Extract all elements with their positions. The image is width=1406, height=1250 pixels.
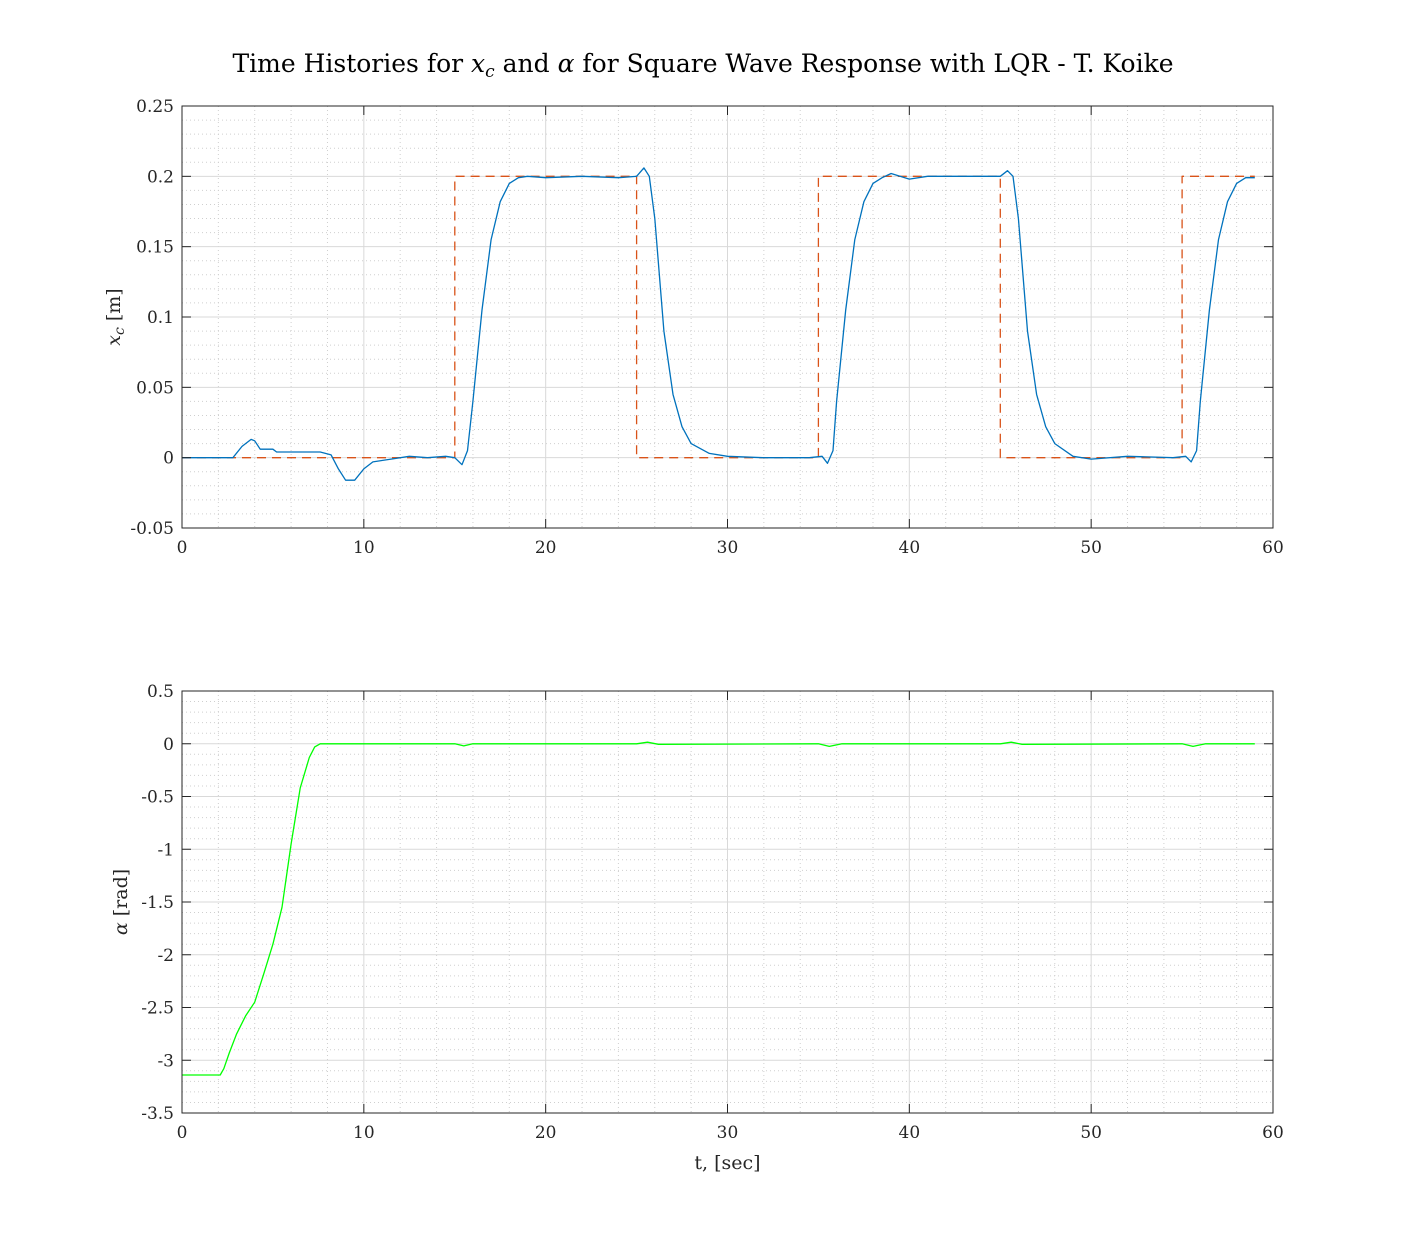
x-tick-label: 40	[899, 1123, 921, 1143]
x-tick-label: 10	[353, 538, 375, 558]
y-tick-label: -3.5	[141, 1104, 174, 1124]
figure-title: Time Histories for xc and α for Square W…	[232, 49, 1173, 82]
y-label-sub: c	[112, 327, 128, 335]
title-xc-var: x	[471, 49, 485, 78]
x-tick-label: 0	[177, 538, 188, 558]
title-mid: and	[495, 49, 558, 78]
y-label-var: α	[110, 922, 132, 935]
y-tick-label: -1.5	[141, 893, 174, 913]
reference-square-wave-line	[182, 175, 1255, 459]
alpha-plot: 0 10 20 30 40 50 60 -3.5 -3 -2.5 -2 -1.5 -1 -0.5 0 0.5 α…	[110, 682, 1284, 1174]
x-tick-label: 30	[717, 538, 739, 558]
y-tick-label: -1	[157, 840, 174, 860]
x-tick-label: 50	[1080, 1123, 1102, 1143]
x-tick-label: 10	[353, 1123, 375, 1143]
x-tick-label: 30	[717, 1123, 739, 1143]
y-tick-label: 0.5	[147, 682, 174, 702]
y-tick-label: 0.15	[136, 238, 174, 258]
title-alpha: α	[558, 49, 575, 78]
x-tick-label: 0	[177, 1123, 188, 1143]
title-pre: Time Histories for	[232, 49, 471, 78]
measured-xc-line	[182, 167, 1255, 481]
xc-y-axis-label: xc [m]	[103, 288, 128, 345]
title-xc-sub: c	[485, 62, 495, 82]
y-tick-label: 0	[163, 735, 174, 755]
y-tick-label: 0.05	[136, 378, 174, 398]
y-tick-label: -3	[157, 1051, 174, 1071]
alpha-x-axis-label: t, [sec]	[694, 1152, 760, 1174]
alpha-y-axis-label: α [rad]	[110, 869, 132, 935]
x-tick-label: 60	[1262, 1123, 1284, 1143]
x-tick-label: 60	[1262, 538, 1284, 558]
xc-plot: 0 10 20 30 40 50 60-0.0500.050.10.150.20.25xc …	[103, 97, 1284, 558]
y-tick-label: 0.25	[136, 97, 174, 117]
y-tick-label: -0.5	[141, 788, 174, 808]
x-tick-label: 20	[535, 1123, 557, 1143]
y-tick-label: -2	[157, 946, 174, 966]
y-tick-label: 0.2	[147, 167, 174, 187]
alpha-line	[182, 741, 1255, 1076]
x-tick-label: 20	[535, 538, 557, 558]
title-post: for Square Wave Response with LQR - T. K…	[574, 49, 1173, 78]
y-label-var: x	[103, 335, 125, 346]
y-tick-label: -0.05	[130, 519, 174, 539]
y-tick-label: 0.1	[147, 308, 174, 328]
y-label-unit: [rad]	[110, 869, 132, 922]
y-label-unit: [m]	[103, 288, 125, 327]
y-tick-label: -2.5	[141, 999, 174, 1019]
x-tick-label: 40	[899, 538, 921, 558]
y-tick-label: 0	[163, 449, 174, 469]
x-tick-label: 50	[1080, 538, 1102, 558]
